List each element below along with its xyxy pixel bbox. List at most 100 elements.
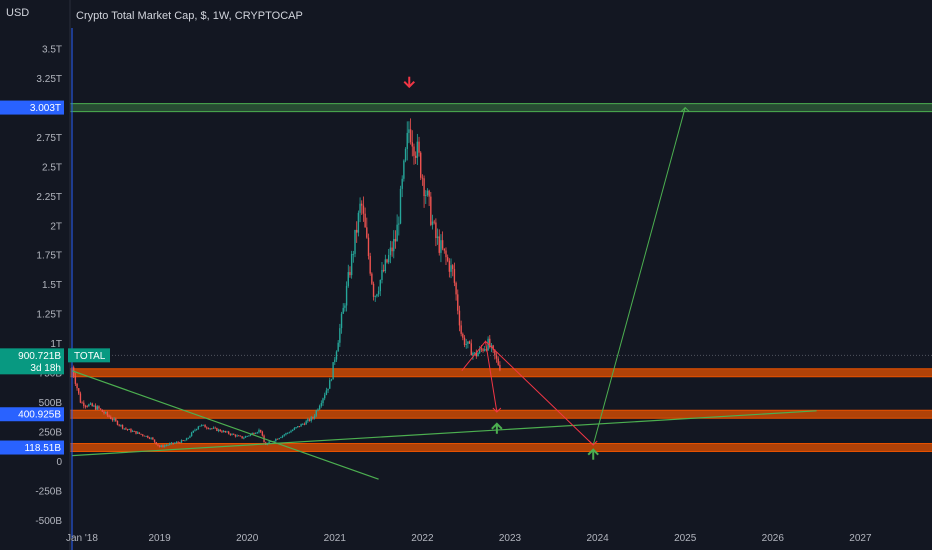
x-tick-label: 2021 (324, 533, 347, 544)
candle-body-144 (313, 415, 316, 419)
candle-body-95 (231, 433, 233, 435)
candle-body-73 (194, 429, 196, 431)
candle-body-193 (396, 224, 398, 242)
candle-body-6 (81, 402, 83, 404)
candle-body-93 (227, 431, 230, 434)
candle-body-112 (259, 429, 262, 432)
x-tick-label: 2020 (236, 533, 259, 544)
candle-body-63 (177, 442, 179, 443)
x-tick-label: 2027 (849, 533, 872, 544)
candle-body-99 (238, 435, 240, 437)
candle-body-125 (281, 435, 284, 438)
candle-body-169 (356, 229, 358, 233)
candle-body-118 (270, 441, 272, 443)
candle-body-26 (115, 418, 117, 421)
candle-body-20 (104, 412, 107, 414)
candle-body-234 (465, 343, 467, 345)
candle-body-28 (118, 424, 120, 426)
candle-body-69 (187, 437, 189, 439)
candle-body-13 (93, 405, 95, 407)
candle-body-159 (339, 328, 341, 343)
candle-body-191 (393, 238, 395, 252)
projection-head-3 (680, 106, 690, 112)
candle-body-50 (155, 441, 157, 445)
candle-body-55 (163, 445, 166, 447)
candle-body-186 (384, 259, 387, 272)
up-arrow-1-head (587, 448, 599, 456)
candle-body-195 (399, 188, 402, 224)
candle-body-40 (138, 432, 141, 434)
candle-body-237 (470, 343, 472, 356)
candle-body-229 (457, 294, 459, 311)
candle-body-235 (467, 341, 469, 344)
candle-body-65 (180, 440, 183, 443)
candle-body-101 (241, 436, 243, 439)
candle-body-194 (398, 223, 400, 225)
candle-body-155 (332, 362, 334, 380)
candle-body-207 (420, 152, 422, 178)
candle-body-102 (243, 437, 245, 439)
candle-body-3 (76, 383, 78, 389)
candle-body-29 (120, 424, 122, 426)
candle-body-190 (391, 247, 393, 252)
candle-body-251 (494, 349, 496, 356)
candle-body-84 (212, 427, 215, 429)
candle-body-110 (256, 432, 259, 434)
candle-body-131 (291, 429, 294, 431)
level-badge-400-text: 400.925B (18, 410, 61, 421)
candle-body-49 (153, 439, 156, 442)
candle-body-174 (364, 213, 366, 228)
y-tick-label: 1.75T (36, 251, 62, 262)
candle-body-80 (206, 427, 208, 429)
candle-body-173 (362, 205, 365, 214)
candle-body-130 (290, 430, 292, 433)
y-tick-label: 2.75T (36, 133, 62, 144)
candle-body-148 (320, 403, 323, 406)
up-arrow-0 (491, 422, 503, 434)
y-tick-label: 1.25T (36, 310, 62, 321)
candle-body-221 (443, 248, 445, 251)
projection-up-line (592, 107, 686, 446)
candle-body-218 (438, 236, 440, 253)
x-tick-label: 2026 (762, 533, 785, 544)
candle-body-236 (468, 341, 471, 344)
level-zone-3 (70, 443, 932, 452)
candle-body-227 (453, 268, 456, 283)
candle-body-156 (334, 359, 336, 363)
candle-body-94 (229, 433, 232, 435)
candle-body-54 (162, 445, 164, 447)
candle-body-158 (337, 342, 339, 352)
candle-body-117 (268, 441, 270, 444)
candle-body-243 (480, 348, 483, 350)
candle-body-199 (406, 132, 408, 149)
candle-body-198 (404, 148, 407, 161)
candle-body-172 (361, 203, 363, 206)
candle-body-100 (239, 435, 242, 437)
candle-body-165 (349, 272, 351, 276)
candle-body-249 (490, 345, 493, 348)
candle-body-202 (411, 142, 413, 147)
level-zone-1 (70, 368, 932, 377)
horizontal-levels (70, 103, 932, 453)
projection-down-long (485, 340, 594, 446)
candle-body-60 (172, 442, 174, 444)
candle-body-147 (318, 405, 321, 410)
candle-body-31 (123, 428, 125, 430)
candle-body-11 (89, 403, 92, 405)
candle-body-230 (458, 310, 461, 326)
up-arrow-0-head (491, 422, 503, 430)
candle-body-254 (499, 364, 501, 371)
candle-body-201 (409, 129, 412, 143)
candle-body-123 (278, 438, 280, 440)
candle-body-25 (113, 418, 115, 421)
candle-body-9 (86, 406, 88, 407)
candle-body-140 (307, 419, 309, 422)
candle-body-160 (340, 313, 343, 329)
candle-body-220 (441, 240, 444, 249)
countdown-text: 3d 18h (30, 363, 61, 374)
candle-body-129 (288, 432, 291, 434)
candle-body-187 (386, 259, 388, 263)
level-zone-2 (70, 410, 932, 419)
